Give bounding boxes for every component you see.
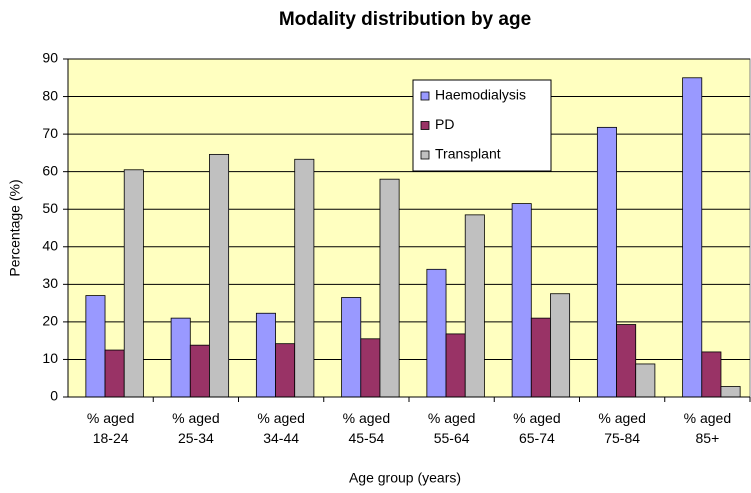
legend-swatch	[420, 150, 430, 160]
bar	[464, 214, 485, 398]
legend-swatch	[420, 91, 430, 101]
legend-label: Transplant	[435, 146, 501, 162]
y-tick-label: 60	[42, 162, 58, 178]
x-tick-label: % aged 18-24	[86, 410, 135, 446]
bar	[616, 324, 637, 398]
x-tick-label: % aged 25-34	[172, 410, 220, 446]
bar	[426, 268, 447, 398]
y-tick-label: 10	[42, 350, 58, 366]
bar	[189, 344, 210, 398]
bar	[511, 203, 532, 398]
bar	[635, 363, 656, 398]
plot-area	[67, 58, 751, 398]
bar	[445, 333, 466, 398]
x-tick-label: % aged 45-54	[342, 410, 391, 446]
y-tick-label: 80	[42, 87, 58, 103]
bar	[720, 386, 741, 398]
x-tick-label: % aged 75-84	[598, 410, 646, 446]
bar	[85, 295, 106, 398]
bar	[209, 153, 230, 398]
bar	[596, 126, 617, 398]
bar	[530, 317, 551, 398]
legend-box	[412, 79, 552, 172]
y-tick-label: 70	[42, 125, 58, 141]
bar	[550, 293, 571, 398]
bar	[379, 178, 400, 398]
bar	[294, 158, 315, 398]
bar	[701, 351, 722, 398]
legend-swatch	[420, 121, 430, 130]
chart-title: Modality distribution by age	[279, 9, 531, 30]
bar	[170, 317, 191, 398]
y-tick-label: 90	[42, 50, 58, 66]
bar	[255, 312, 276, 398]
y-tick-label: 0	[50, 388, 58, 404]
x-tick-label: % aged 34-44	[257, 410, 305, 446]
bar	[341, 297, 362, 398]
bar	[275, 343, 296, 398]
bar	[123, 169, 144, 398]
y-axis-title: Percentage (%)	[7, 179, 23, 276]
y-tick-label: 30	[42, 275, 58, 291]
y-tick-label: 40	[42, 237, 58, 253]
legend-label: PD	[435, 116, 454, 132]
legend-label: Haemodialysis	[435, 87, 526, 103]
y-tick-label: 20	[42, 313, 58, 329]
bar	[360, 338, 381, 398]
bar	[104, 349, 125, 398]
bar	[682, 77, 703, 398]
y-tick-label: 50	[42, 200, 58, 216]
x-tick-label: % aged 55-64	[427, 410, 476, 446]
x-tick-label: % aged 85+	[683, 410, 732, 446]
x-axis-title: Age group (years)	[349, 470, 461, 486]
x-tick-label: % aged 65-74	[513, 410, 561, 446]
